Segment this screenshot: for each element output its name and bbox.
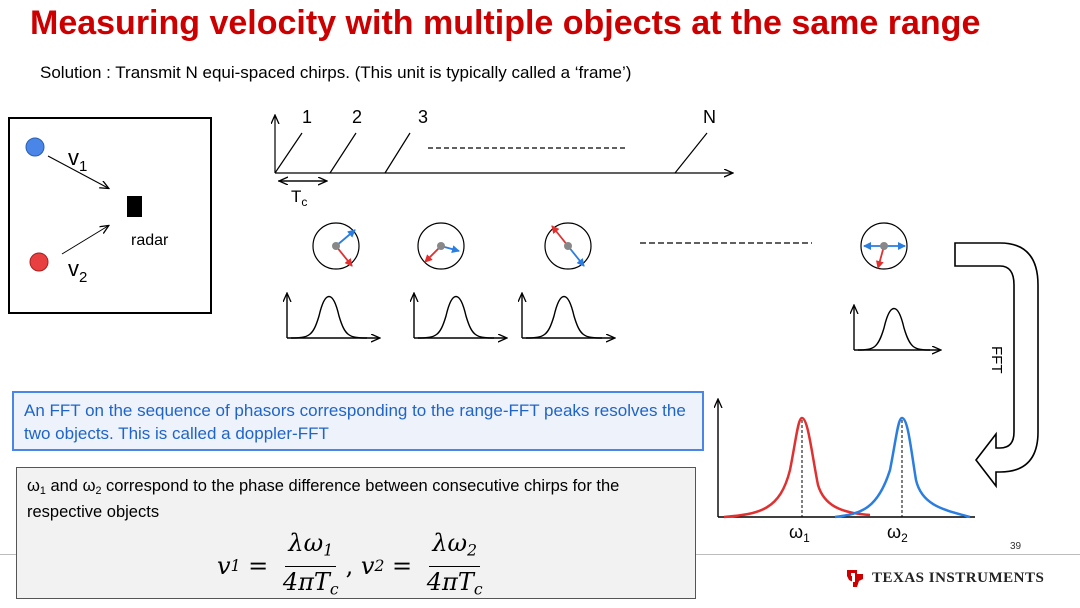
chirp-label-2: 2 bbox=[352, 107, 362, 127]
chirp-label-1: 1 bbox=[302, 107, 312, 127]
page-number: 39 bbox=[1010, 541, 1022, 552]
ti-logo-text: TEXAS INSTRUMENTS bbox=[872, 569, 1045, 586]
period-subscript: c bbox=[301, 195, 307, 209]
chirp-timeline bbox=[275, 116, 732, 181]
v2-label: v bbox=[68, 256, 79, 281]
den2-sub: c bbox=[473, 580, 483, 599]
doppler-fft-plot: ω1 ω2 bbox=[718, 400, 975, 545]
omega2-symbol: ω bbox=[82, 477, 96, 495]
radar-icon bbox=[127, 196, 142, 217]
num2-sub: 2 bbox=[467, 541, 478, 560]
range-fft-plots bbox=[287, 294, 940, 350]
omega2-sub: 2 bbox=[95, 485, 102, 498]
num2: λω bbox=[432, 529, 468, 557]
equals-2: = bbox=[384, 551, 420, 580]
phasor-2 bbox=[417, 222, 465, 270]
fft-label: FFT bbox=[988, 346, 1005, 374]
slide-subtitle: Solution : Transmit N equi-spaced chirps… bbox=[40, 63, 632, 82]
equals-1: = bbox=[240, 551, 276, 580]
chirp-label-3: 3 bbox=[418, 107, 428, 127]
ti-logo-icon bbox=[847, 570, 863, 587]
v2-symbol: v bbox=[360, 551, 375, 580]
omega1-label: ω bbox=[789, 522, 803, 542]
svg-text:v2: v2 bbox=[68, 256, 87, 286]
svg-text:v1: v1 bbox=[68, 145, 87, 175]
v1-subscript: 1 bbox=[79, 158, 87, 175]
num1-sub: 1 bbox=[323, 541, 334, 560]
v2-subscript: 2 bbox=[79, 269, 87, 286]
phasor-n bbox=[860, 222, 908, 270]
formula-comma: , bbox=[345, 551, 361, 580]
omega1-subscript: 1 bbox=[803, 531, 810, 545]
omega-note: ω1 and ω2 correspond to the phase differ… bbox=[16, 467, 696, 599]
den2: 4πT bbox=[426, 567, 474, 596]
ti-logo: TEXAS INSTRUMENTS bbox=[844, 567, 1044, 589]
fraction-1: λω1 4πTc bbox=[280, 528, 342, 604]
omega2-subscript: 2 bbox=[901, 531, 908, 545]
fraction-2: λω2 4πTc bbox=[424, 528, 486, 604]
red-peak bbox=[723, 416, 871, 519]
period-label: T bbox=[291, 187, 301, 206]
phasor-1 bbox=[312, 222, 360, 270]
omega2-label: ω bbox=[887, 522, 901, 542]
blue-peak bbox=[834, 416, 971, 519]
num1: λω bbox=[288, 529, 324, 557]
omega1-sub: 1 bbox=[39, 485, 46, 498]
phasor-3 bbox=[544, 222, 592, 270]
omega1-symbol: ω bbox=[27, 477, 40, 495]
den1-sub: c bbox=[329, 580, 339, 599]
fft-curved-arrow bbox=[954, 242, 1039, 489]
doppler-fft-note: An FFT on the sequence of phasors corres… bbox=[12, 391, 704, 451]
v1-label: v bbox=[68, 145, 79, 170]
blue-object bbox=[25, 137, 45, 157]
scene-box: radar v1 v2 bbox=[8, 117, 212, 314]
svg-text:ω1: ω1 bbox=[789, 522, 810, 545]
svg-text:Tc: Tc bbox=[291, 187, 307, 209]
slide-title: Measuring velocity with multiple objects… bbox=[30, 4, 981, 42]
and-text: and bbox=[45, 477, 83, 495]
v2-sub: 2 bbox=[374, 556, 385, 575]
v1-symbol: v bbox=[217, 551, 231, 580]
radar-label: radar bbox=[131, 232, 169, 249]
red-object bbox=[29, 252, 49, 272]
chirp-label-n: N bbox=[703, 107, 716, 127]
den1: 4πT bbox=[282, 567, 330, 596]
omega-note-text: correspond to the phase difference betwe… bbox=[27, 477, 620, 522]
svg-text:ω2: ω2 bbox=[887, 522, 908, 545]
v1-sub: 1 bbox=[230, 556, 241, 575]
